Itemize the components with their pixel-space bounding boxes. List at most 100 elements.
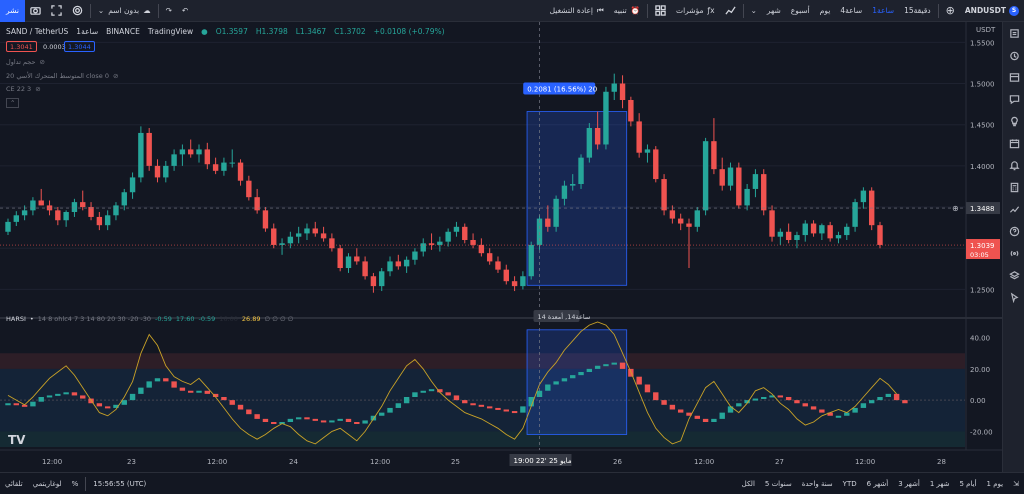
timeframe-day[interactable]: يوم <box>819 6 831 15</box>
layers-icon[interactable] <box>1003 264 1024 286</box>
symbol-search[interactable]: ANDUSDT S <box>960 0 1024 22</box>
watchlist-icon[interactable] <box>1003 22 1024 44</box>
candle-body <box>188 149 194 155</box>
candle-body <box>437 241 443 245</box>
undo-button[interactable]: ↶ <box>177 0 193 22</box>
eye-hidden-icon[interactable]: ⊘ <box>113 72 119 80</box>
timeframe-1h[interactable]: 1ساعة <box>872 6 895 15</box>
osc-bar <box>171 381 177 388</box>
candle-body <box>387 261 393 272</box>
timeframe-month[interactable]: شهر <box>766 6 781 15</box>
add-symbol-icon[interactable]: ⊕ <box>945 4 955 17</box>
range-3m[interactable]: 3 أشهر <box>898 479 920 488</box>
ideas-icon[interactable] <box>1003 110 1024 132</box>
range-ytd[interactable]: YTD <box>842 479 857 488</box>
osc-bar <box>188 390 194 393</box>
legend-close: C1.3702 <box>334 27 366 36</box>
osc-bar <box>453 395 460 401</box>
indicator-ema[interactable]: المتوسط المتحرك الأسي 20 close 0 ⊘ <box>6 72 118 80</box>
osc-bar <box>603 364 609 367</box>
clock-display[interactable]: 15:56:55 (UTC) <box>93 479 147 488</box>
measure-box-osc <box>526 329 628 435</box>
timeframe-week[interactable]: أسبوع <box>790 6 810 15</box>
range-all[interactable]: الكل <box>741 479 755 488</box>
chart-canvas[interactable]: 1.55001.50001.45001.40001.35001.30001.25… <box>0 22 1002 472</box>
fullscreen-icon[interactable] <box>46 0 67 22</box>
percent-scale-toggle[interactable]: % <box>71 479 79 488</box>
osc-bar <box>636 376 642 385</box>
help-icon[interactable] <box>1003 220 1024 242</box>
alarm-clock-icon[interactable] <box>1003 44 1024 66</box>
chart-type-icon[interactable] <box>720 0 741 22</box>
spread-value: 0.0003 <box>43 42 66 51</box>
candle-body <box>30 200 36 211</box>
currency-label: USDT <box>976 26 996 34</box>
osc-bar <box>470 403 476 406</box>
candle-body <box>736 167 742 206</box>
broadcast-icon[interactable] <box>1003 242 1024 264</box>
candle-body <box>594 128 601 145</box>
market-status-dot-icon: ● <box>201 27 208 36</box>
timeframe-4h[interactable]: 4ساعة <box>840 6 863 15</box>
osc-bar <box>138 387 144 394</box>
candle-body <box>237 162 244 181</box>
alert-button[interactable]: تنبيه ⏰ <box>609 0 645 22</box>
candle-body <box>536 218 543 245</box>
sell-button[interactable]: 1.3041 <box>6 41 37 52</box>
candle-body <box>403 259 410 267</box>
time-tick-label: 12:00 <box>855 458 875 466</box>
buy-button[interactable]: 1.3044 <box>64 41 95 52</box>
range-1d[interactable]: 1 يوم <box>986 479 1004 488</box>
indicator-ce[interactable]: CE 22 3 ⊘ <box>6 85 41 93</box>
candle-body <box>445 231 451 242</box>
osc-v5: 26.89 <box>241 315 261 323</box>
redo-button[interactable]: ↷ <box>161 0 177 22</box>
trend-icon[interactable] <box>1003 198 1024 220</box>
price-tick-label: 1.5000 <box>970 81 995 89</box>
settings-icon[interactable] <box>67 0 88 22</box>
data-window-icon[interactable] <box>1003 66 1024 88</box>
layouts-grid-icon[interactable] <box>650 0 671 22</box>
candle-body <box>379 271 385 287</box>
collapse-legend-button[interactable]: ⌃ <box>6 98 20 108</box>
log-scale-toggle[interactable]: لوغاريتمي <box>32 479 62 488</box>
eye-hidden-icon[interactable]: ⊘ <box>35 85 41 93</box>
date-range-icon[interactable]: ⇲ <box>1013 479 1019 488</box>
candle-body <box>5 221 11 232</box>
indicator-volume[interactable]: حجم تداول ⊘ <box>6 58 45 66</box>
candle-body <box>478 244 485 254</box>
share-button[interactable]: نشر <box>0 0 25 22</box>
time-tick-label: 12:00 <box>42 458 62 466</box>
indicators-button[interactable]: مؤشرات ƒx <box>671 0 720 22</box>
calendar-icon[interactable] <box>1003 132 1024 154</box>
osc-bar <box>885 393 892 397</box>
cursor-icon[interactable] <box>1003 286 1024 308</box>
osc-tick-label: 40.00 <box>970 335 990 343</box>
osc-bar <box>96 403 103 407</box>
timeframe-15m[interactable]: 15دقيقة <box>904 6 931 15</box>
timeframe-dropdown[interactable]: ⌄ <box>750 6 757 15</box>
candle-body <box>611 83 617 92</box>
chat-icon[interactable] <box>1003 88 1024 110</box>
notifications-icon[interactable] <box>1003 154 1024 176</box>
osc-bar <box>785 397 792 401</box>
auto-scale-toggle[interactable]: تلقائي <box>5 479 23 488</box>
time-tick-label: 26 <box>613 458 622 466</box>
osc-bar <box>312 418 318 421</box>
calculator-icon[interactable] <box>1003 176 1024 198</box>
camera-icon[interactable] <box>25 0 46 22</box>
layout-menu[interactable]: ⌄ بدون اسم ☁ <box>93 0 156 22</box>
candle-body <box>661 179 667 211</box>
candle-body <box>146 132 152 166</box>
osc-bar <box>320 420 327 423</box>
replay-button[interactable]: إعادة التشغيل ⏮ <box>545 0 609 22</box>
candle-body <box>104 215 111 226</box>
range-6m[interactable]: 6 أشهر <box>866 479 889 488</box>
range-1m[interactable]: 1 شهر <box>929 479 950 488</box>
indicator-volume-label: حجم تداول <box>6 58 36 66</box>
eye-hidden-icon[interactable]: ⊘ <box>39 58 45 66</box>
range-1y[interactable]: سنة واحدة <box>801 479 833 488</box>
range-5y[interactable]: 5 سنوات <box>764 479 792 488</box>
candle-body <box>21 210 28 216</box>
range-5d[interactable]: 5 أيام <box>959 479 977 488</box>
